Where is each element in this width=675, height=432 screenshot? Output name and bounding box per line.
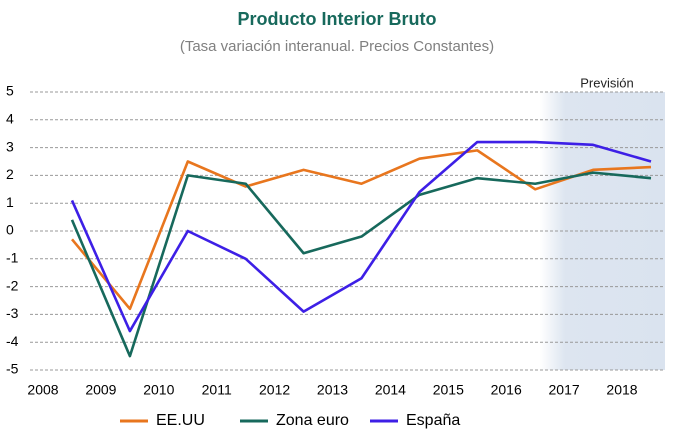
series-line: [70, 140, 652, 333]
x-tick-label: 2011: [202, 382, 232, 398]
x-tick-label: 2017: [549, 382, 580, 398]
x-tick-label: 2010: [143, 382, 174, 398]
x-tick-label: 2008: [27, 382, 58, 398]
y-tick-label: 5: [6, 83, 14, 99]
x-tick-label: 2018: [606, 382, 637, 398]
annotation: Previsión: [580, 75, 633, 90]
y-tick-label: -3: [6, 305, 19, 321]
series-line: [70, 171, 652, 358]
y-tick-label: -4: [6, 333, 19, 349]
y-tick-label: 3: [6, 138, 14, 154]
x-tick-label: 2016: [491, 382, 522, 398]
y-tick-label: 2: [6, 166, 14, 182]
y-tick-label: 1: [6, 194, 14, 210]
chart-subtitle: (Tasa variación interanual. Precios Cons…: [180, 38, 494, 55]
series-line: [71, 149, 652, 311]
y-tick-label: -2: [6, 277, 19, 293]
legend-label: EE.UU: [156, 412, 205, 429]
legend-label: España: [406, 412, 460, 429]
y-tick-label: -1: [6, 250, 19, 266]
x-tick-label: 2012: [259, 382, 290, 398]
legend-label: Zona euro: [276, 412, 349, 429]
y-tick-label: 0: [6, 222, 14, 238]
chart-title: Producto Interior Bruto: [238, 9, 437, 29]
x-tick-label: 2014: [375, 382, 406, 398]
y-tick-label: 4: [6, 111, 14, 127]
x-tick-label: 2009: [85, 382, 116, 398]
x-tick-label: 2015: [433, 382, 464, 398]
x-tick-label: 2013: [317, 382, 348, 398]
y-tick-label: -5: [6, 361, 19, 377]
